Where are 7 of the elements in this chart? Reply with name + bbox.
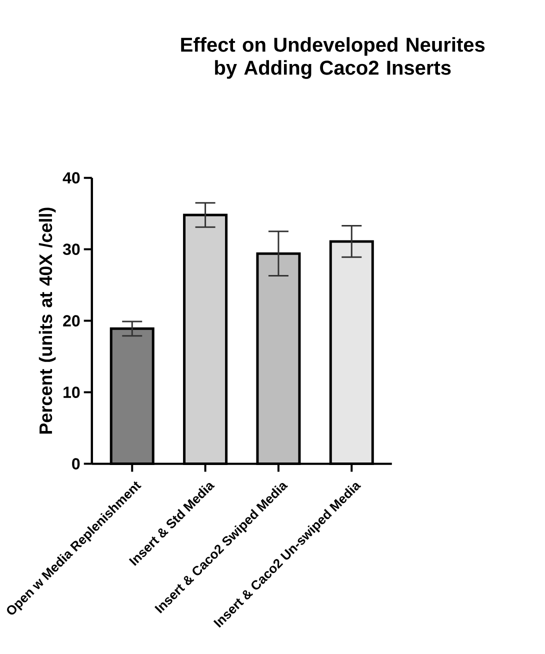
y-tick-label: 30 [63,244,80,255]
y-tick-label: 0 [72,458,80,470]
y-tick-label: 20 [63,315,80,326]
y-tick-label: 10 [64,386,80,398]
y-tick-label: 40 [62,172,80,184]
y-axis-title: Percent (units at 40X /cell) [39,208,56,434]
chart-title: Effect on Undeveloped Neurites by Adding Caco2 Inserts [181,37,485,79]
